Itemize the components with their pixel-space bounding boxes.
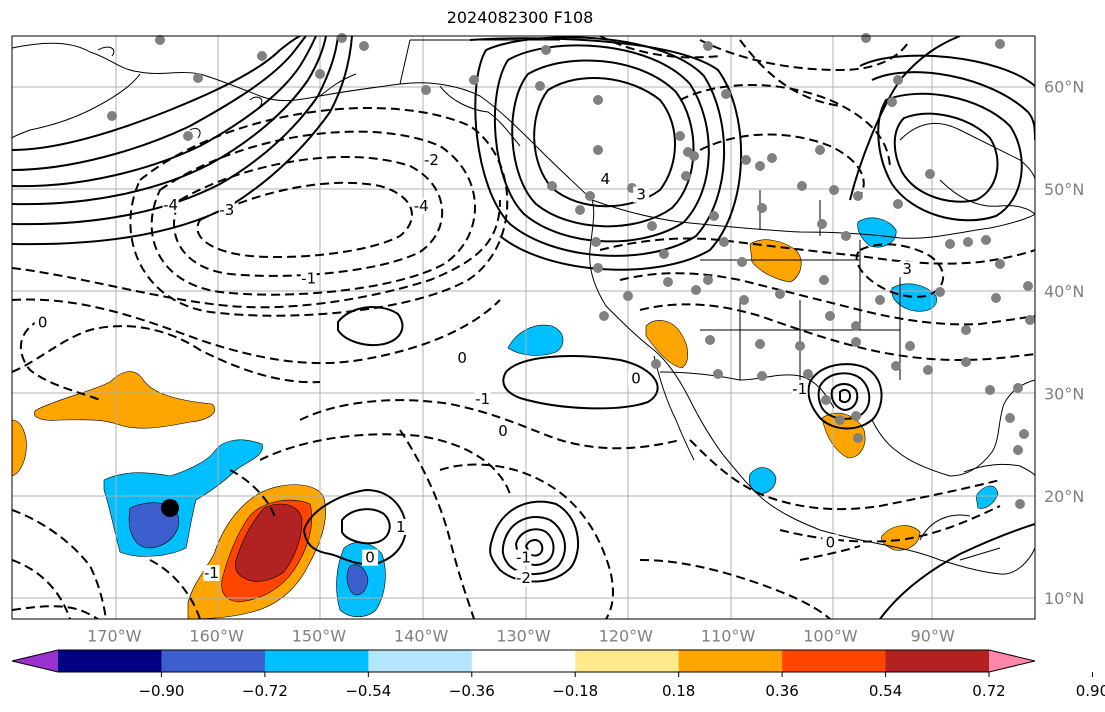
contour-label: 4 <box>601 170 611 188</box>
colorbar-tick-label: 0.72 <box>972 682 1005 700</box>
contour-label-bg <box>454 350 471 367</box>
contour-label: 0 <box>826 533 836 551</box>
colorbar-tick-label: 0.90 <box>1076 682 1105 700</box>
contour-label-bg <box>474 391 491 408</box>
contour-label: 0 <box>365 549 375 567</box>
contour-labels: 0 0 0 -1 1 0 -4 -2 -3 -1 0 4 3 -4 -1 -1 -2 3 0 -1 <box>34 151 916 587</box>
lon-tick-label: 100°W <box>803 627 858 646</box>
contour-label: -2 <box>516 569 531 587</box>
contour-label-bg <box>515 549 532 566</box>
colorbar-outline <box>11 649 1036 673</box>
contour-label: -1 <box>204 564 219 582</box>
contour-label-bg <box>791 380 808 397</box>
lon-tick-label: 160°W <box>189 627 244 646</box>
contour-label: -1 <box>516 549 531 567</box>
station-markers <box>107 33 1035 509</box>
colorbar-segment <box>782 650 887 672</box>
colorbar-tick-label: −0.18 <box>552 682 598 700</box>
contour-label-bg <box>203 564 220 581</box>
colorbar-tick-label: −0.36 <box>449 682 495 700</box>
marker-highlight <box>161 499 179 517</box>
contour-label: -1 <box>792 380 807 398</box>
lon-tick-label: 170°W <box>87 627 142 646</box>
colorbar-tick-label: 0.54 <box>869 682 902 700</box>
contour-label-bg <box>413 197 430 214</box>
dashed-contours <box>12 36 1035 619</box>
lon-tick-label: 90°W <box>911 627 955 646</box>
contour-label: -1 <box>475 390 490 408</box>
contour-label: -2 <box>424 151 439 169</box>
colorbar-extend-high <box>989 650 1035 672</box>
contour-label-bg <box>34 314 51 331</box>
contour-label-bg <box>633 186 650 203</box>
contour-label: 3 <box>636 186 646 204</box>
contour-label-bg <box>162 196 179 213</box>
colorbar-tick-label: 0.36 <box>765 682 798 700</box>
contour-label-bg <box>597 171 614 188</box>
colorbar-tick-label: 0.18 <box>662 682 695 700</box>
contour-label-bg <box>392 518 409 535</box>
contour-label: 0 <box>38 313 48 331</box>
contour-label-bg <box>899 261 916 278</box>
contour-label-bg <box>218 201 235 218</box>
colorbar-segment <box>368 650 473 672</box>
contour-label-bg <box>362 549 379 566</box>
contour-label: 0 <box>457 349 467 367</box>
lon-tick-label: 150°W <box>292 627 347 646</box>
lat-tick-label: 40°N <box>1044 282 1084 301</box>
gridlines <box>12 36 1035 619</box>
contour-label-bg <box>300 270 317 287</box>
contour-label-bg <box>515 570 532 587</box>
lat-tick-label: 50°N <box>1044 180 1084 199</box>
longitude-ticks: 170°W 160°W 150°W 140°W 130°W 120°W 110°W 100°W… <box>87 627 955 646</box>
figure-title: 2024082300 F108 <box>446 8 594 27</box>
contour-label-bg <box>822 534 839 551</box>
colorbar-segment <box>264 650 369 672</box>
lon-tick-label: 130°W <box>496 627 551 646</box>
contour-label-bg <box>495 422 512 439</box>
contour-label: -1 <box>301 269 316 287</box>
colorbar-segment <box>161 650 266 672</box>
colorbar-tick-label: −0.72 <box>242 682 288 700</box>
lat-tick-label: 30°N <box>1044 384 1084 403</box>
lat-tick-label: 20°N <box>1044 487 1084 506</box>
colorbar: −0.90 −0.72 −0.54 −0.36 −0.18 0.18 0.36 0.54 0.7… <box>11 649 1105 700</box>
colorbar-tick-label: −0.54 <box>345 682 391 700</box>
lat-tick-label: 60°N <box>1044 78 1084 97</box>
colorbar-segment <box>575 650 680 672</box>
contour-label: 3 <box>902 260 912 278</box>
map-frame <box>11 35 1036 620</box>
contour-label: -4 <box>163 196 178 214</box>
contour-label: -4 <box>414 197 429 215</box>
contour-label-bg <box>628 370 645 387</box>
colorbar-segment <box>678 650 783 672</box>
solid-contours <box>12 36 1035 619</box>
contour-label-bg <box>423 151 440 168</box>
contour-label: 0 <box>498 422 508 440</box>
colorbar-segment <box>471 650 576 672</box>
lon-tick-label: 140°W <box>394 627 449 646</box>
contour-label: -3 <box>219 201 234 219</box>
colorbar-extend-low <box>12 650 58 672</box>
lat-tick-label: 10°N <box>1044 589 1084 608</box>
latitude-ticks: 60°N 50°N 40°N 30°N 20°N 10°N <box>1044 78 1084 608</box>
colorbar-segment <box>885 650 990 672</box>
contour-label: 0 <box>631 370 641 388</box>
contour-label: 1 <box>396 518 406 536</box>
colorbar-tick-label: −0.90 <box>138 682 184 700</box>
colorbar-segment <box>58 650 162 672</box>
lon-tick-label: 120°W <box>599 627 654 646</box>
lon-tick-label: 110°W <box>701 627 756 646</box>
